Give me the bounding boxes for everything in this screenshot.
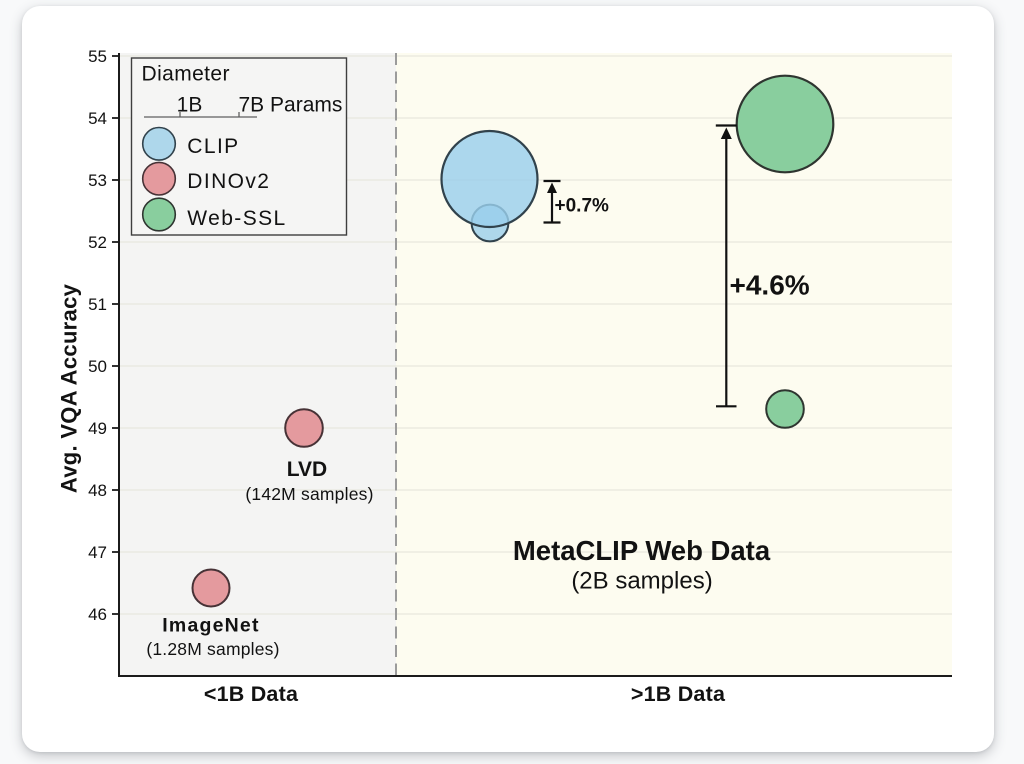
svg-text:DINOv2: DINOv2 bbox=[187, 170, 270, 193]
svg-text:55: 55 bbox=[88, 47, 107, 66]
svg-text:(142M samples): (142M samples) bbox=[245, 484, 373, 504]
svg-text:52: 52 bbox=[88, 233, 107, 252]
svg-text:46: 46 bbox=[88, 605, 107, 624]
svg-text:LVD: LVD bbox=[287, 458, 327, 481]
svg-text:50: 50 bbox=[88, 357, 107, 376]
svg-text:Avg. VQA Accuracy: Avg. VQA Accuracy bbox=[57, 283, 82, 493]
svg-text:Diameter: Diameter bbox=[142, 63, 230, 86]
svg-text:48: 48 bbox=[88, 481, 107, 500]
svg-text:51: 51 bbox=[88, 295, 107, 314]
svg-text:54: 54 bbox=[88, 109, 107, 128]
svg-text:1B: 1B bbox=[177, 94, 203, 117]
svg-text:>1B Data: >1B Data bbox=[631, 682, 726, 706]
svg-text:47: 47 bbox=[88, 543, 107, 562]
svg-text:(2B samples): (2B samples) bbox=[571, 568, 712, 595]
svg-text:CLIP: CLIP bbox=[187, 135, 239, 158]
svg-text:+0.7%: +0.7% bbox=[555, 196, 610, 217]
svg-text:53: 53 bbox=[88, 171, 107, 190]
svg-text:(1.28M samples): (1.28M samples) bbox=[146, 639, 279, 659]
svg-text:MetaCLIP Web Data: MetaCLIP Web Data bbox=[513, 535, 771, 566]
svg-text:49: 49 bbox=[88, 419, 107, 438]
svg-text:+4.6%: +4.6% bbox=[730, 270, 810, 301]
svg-text:Web-SSL: Web-SSL bbox=[187, 207, 286, 230]
svg-text:<1B Data: <1B Data bbox=[204, 682, 299, 706]
svg-text:7B Params: 7B Params bbox=[239, 94, 343, 117]
svg-text:ImageNet: ImageNet bbox=[162, 615, 259, 637]
